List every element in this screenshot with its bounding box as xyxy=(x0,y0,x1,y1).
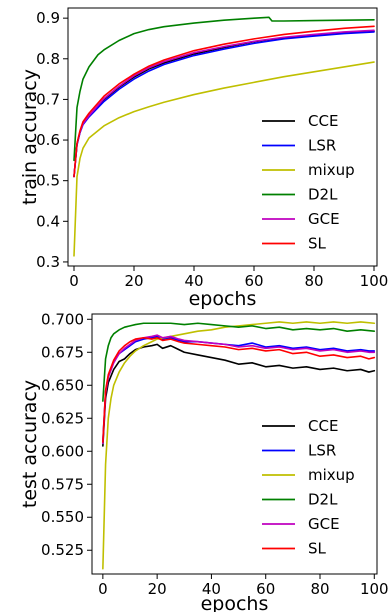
x-tick-label: 80 xyxy=(310,580,329,598)
x-tick-label: 60 xyxy=(256,580,275,598)
series-line-cce xyxy=(102,343,376,447)
y-tick-label: 0.700 xyxy=(41,310,84,328)
y-tick-label: 0.3 xyxy=(36,253,60,271)
series-line-cce xyxy=(73,30,375,178)
x-axis-label: epochs xyxy=(201,593,269,612)
y-tick-label: 0.8 xyxy=(36,50,60,68)
y-tick-label: 0.7 xyxy=(36,90,60,108)
y-tick-label: 0.600 xyxy=(41,442,84,460)
series-line-mixup xyxy=(102,321,376,570)
x-tick-label: 100 xyxy=(360,580,389,598)
legend-label-mixup: mixup xyxy=(308,161,355,179)
plot-frame xyxy=(67,7,378,267)
legend: CCE LSR mixup D2L GCE SL xyxy=(262,112,355,253)
y-tick-label: 0.575 xyxy=(41,475,84,493)
x-tick-label: 20 xyxy=(124,272,143,290)
legend-label-sl: SL xyxy=(308,235,327,253)
y-tick-label: 0.675 xyxy=(41,343,84,361)
y-axis-label: train accuracy xyxy=(19,69,41,205)
series-line-gce xyxy=(73,29,375,178)
legend-label-cce: CCE xyxy=(308,112,338,130)
y-tick-label: 0.5 xyxy=(36,172,60,190)
x-tick-label: 0 xyxy=(69,272,79,290)
y-tick-label: 0.650 xyxy=(41,376,84,394)
y-tick-label: 0.550 xyxy=(41,508,84,526)
x-tick-label: 100 xyxy=(360,272,389,290)
legend-label-cce: CCE xyxy=(308,417,338,435)
y-tick-label: 0.6 xyxy=(36,131,60,149)
x-tick-label: 60 xyxy=(244,272,263,290)
series-line-sl xyxy=(102,336,376,443)
x-tick-label: 0 xyxy=(98,580,108,598)
x-tick-label: 40 xyxy=(202,580,221,598)
legend-label-d2l: D2L xyxy=(308,186,338,204)
test-accuracy-panel: 0 20 40 60 80 100 0.525 0.550 0.575 0.600 0.625 0.6… xyxy=(19,310,389,612)
legend-label-lsr: LSR xyxy=(308,442,336,460)
legend-label-gce: GCE xyxy=(308,515,340,533)
series-line-gce xyxy=(102,334,376,445)
series-line-d2l xyxy=(102,322,376,402)
legend-label-gce: GCE xyxy=(308,210,340,228)
series-line-sl xyxy=(73,25,375,178)
train-accuracy-panel: 0 20 40 60 80 100 0.3 0.4 0.5 0.6 0.7 0.8 0.9 epochs t… xyxy=(19,7,389,310)
series-line-d2l xyxy=(73,16,375,162)
series-line-mixup xyxy=(73,61,375,257)
x-tick-label: 80 xyxy=(304,272,323,290)
legend-label-lsr: LSR xyxy=(308,137,336,155)
y-tick-label: 0.9 xyxy=(36,9,60,27)
plot-frame xyxy=(91,313,378,575)
x-axis-label: epochs xyxy=(189,288,257,310)
y-tick-label: 0.4 xyxy=(36,212,60,230)
series-line-lsr xyxy=(73,31,375,178)
y-tick-label: 0.525 xyxy=(41,541,84,559)
x-tick-label: 20 xyxy=(148,580,167,598)
legend-label-mixup: mixup xyxy=(308,466,355,484)
y-axis-label: test accuracy xyxy=(19,380,41,508)
legend-label-d2l: D2L xyxy=(308,491,338,509)
y-tick-label: 0.625 xyxy=(41,409,84,427)
x-tick-label: 40 xyxy=(184,272,203,290)
legend-label-sl: SL xyxy=(308,540,327,558)
legend: CCE LSR mixup D2L GCE SL xyxy=(262,417,355,558)
